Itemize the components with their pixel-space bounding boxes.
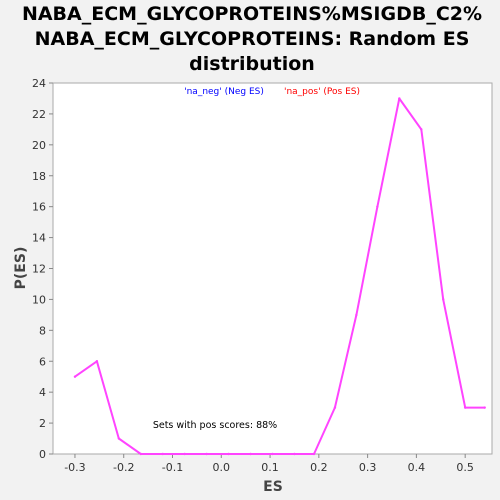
y-tick-label: 8 xyxy=(39,324,46,337)
y-tick-label: 4 xyxy=(39,386,46,399)
data-point xyxy=(117,437,121,440)
y-tick-label: 0 xyxy=(39,448,46,461)
y-tick-label: 12 xyxy=(32,263,46,276)
x-tick-label: -0.1 xyxy=(162,461,183,474)
x-tick-label: 0.5 xyxy=(456,461,474,474)
y-tick-label: 20 xyxy=(32,139,46,152)
data-point xyxy=(355,313,358,317)
data-point xyxy=(376,205,379,208)
data-point xyxy=(73,375,77,378)
series-line-0 xyxy=(74,97,485,455)
x-tick-label: 0.3 xyxy=(359,461,377,474)
y-tick-label: 22 xyxy=(32,108,46,121)
y-tick-label: 16 xyxy=(32,201,46,214)
y-tick-label: 24 xyxy=(32,77,46,90)
legend-item-neg: 'na_neg' (Neg ES) xyxy=(184,87,264,97)
data-point xyxy=(312,452,316,456)
data-point xyxy=(293,452,296,456)
x-tick-label: 0.0 xyxy=(213,461,231,474)
series-group xyxy=(73,97,486,456)
y-axis-title: P(ES) xyxy=(13,247,29,290)
legend: 'na_neg' (Neg ES) 'na_pos' (Pos ES) xyxy=(184,87,360,97)
x-tick-label: -0.2 xyxy=(113,461,134,474)
x-tick-label: 0.2 xyxy=(310,461,328,474)
data-point xyxy=(398,97,401,100)
chart-title-line-2: NABA_ECM_GLYCOPROTEINS: Random ES xyxy=(35,28,470,50)
data-point xyxy=(139,452,142,456)
y-tick-label: 14 xyxy=(32,232,46,245)
data-point xyxy=(420,128,423,131)
y-tick-label: 10 xyxy=(32,293,46,306)
data-point xyxy=(95,360,99,363)
data-point xyxy=(442,298,445,301)
x-tick-label: 0.4 xyxy=(408,461,426,474)
y-tick-label: 18 xyxy=(32,170,46,183)
chart-title-line-1: NABA_ECM_GLYCOPROTEINS%MSIGDB_C2% xyxy=(22,3,482,25)
data-point xyxy=(333,406,337,409)
data-point xyxy=(249,452,252,456)
plot-area xyxy=(52,82,493,455)
x-axis-title: ES xyxy=(263,479,283,495)
x-tick-label: 0.1 xyxy=(261,461,279,474)
chart-title: NABA_ECM_GLYCOPROTEINS%MSIGDB_C2% NABA_E… xyxy=(22,3,482,75)
data-point xyxy=(271,452,274,456)
legend-item-pos: 'na_pos' (Pos ES) xyxy=(284,87,360,97)
data-point xyxy=(183,452,186,456)
annotation-pos-scores: Sets with pos scores: 88% xyxy=(153,420,277,431)
y-tick-label: 2 xyxy=(39,417,46,430)
data-point xyxy=(227,452,230,456)
data-point xyxy=(463,406,467,409)
x-tick-label: -0.3 xyxy=(64,461,85,474)
data-point xyxy=(161,452,164,456)
chart-title-line-3: distribution xyxy=(189,53,315,75)
data-point xyxy=(483,406,486,409)
x-axis-ticks: -0.3 -0.2 -0.1 0.0 0.1 0.2 0.3 0.4 0.5 xyxy=(64,454,474,474)
y-tick-label: 6 xyxy=(39,355,46,368)
data-point xyxy=(205,452,208,456)
